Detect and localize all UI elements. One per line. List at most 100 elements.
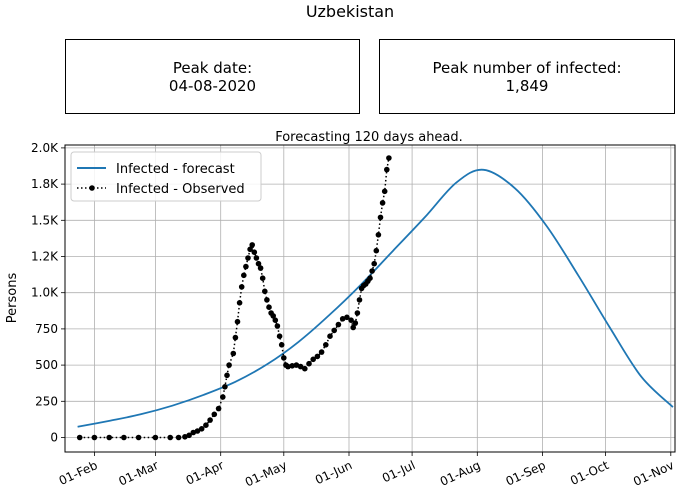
- observed-point: [323, 342, 329, 348]
- observed-point: [352, 320, 359, 326]
- observed-point: [384, 166, 390, 173]
- observed-point: [348, 317, 354, 324]
- observed-point: [236, 300, 243, 306]
- observed-point: [386, 155, 392, 161]
- observed-point: [369, 268, 375, 274]
- observed-point: [241, 272, 247, 279]
- observed-point: [379, 200, 386, 206]
- observed-point: [371, 260, 378, 267]
- observed-point: [211, 411, 218, 418]
- observed-point: [281, 355, 287, 361]
- x-tick-label: 01-Apr: [184, 458, 226, 488]
- legend-label-forecast: Infected - forecast: [116, 162, 235, 177]
- observed-point: [215, 405, 222, 412]
- observed-point: [356, 297, 363, 303]
- y-tick-label: 1.8K: [31, 177, 59, 191]
- observed-point: [175, 434, 182, 441]
- peak-date-value: 04-08-2020: [168, 76, 257, 95]
- observed-point: [91, 434, 98, 441]
- observed-point: [335, 321, 342, 328]
- observed-point: [327, 333, 333, 340]
- plot-area-frame: [64, 144, 676, 453]
- peak-infected-card: Peak number of infected: 1,849: [379, 39, 675, 114]
- x-tick-label: 01-Sep: [504, 458, 548, 489]
- observed-point: [272, 317, 279, 324]
- observed-point: [190, 429, 197, 436]
- observed-point: [302, 365, 308, 372]
- observed-point: [266, 304, 272, 311]
- observed-point: [152, 434, 159, 441]
- observed-point: [270, 313, 277, 319]
- observed-point: [257, 265, 264, 271]
- observed-point: [232, 334, 239, 341]
- y-tick-label: 500: [35, 358, 58, 372]
- observed-point: [135, 434, 142, 441]
- observed-point: [293, 362, 300, 368]
- y-axis: 0 250 500 750 1.0K 1.2K 1.5K 1.8K 2.0K: [31, 141, 65, 445]
- chart-title: Forecasting 120 days ahead.: [275, 130, 463, 145]
- observed-point: [367, 275, 373, 282]
- y-tick-label: 750: [35, 322, 58, 336]
- observed-point: [278, 342, 285, 348]
- observed-point: [249, 242, 255, 248]
- observed-point: [255, 260, 262, 267]
- peak-date-label: Peak date:: [172, 58, 253, 77]
- observed-point: [350, 324, 357, 331]
- observed-point: [289, 363, 296, 369]
- legend: Infected - forecast Infected - Observed: [70, 151, 262, 202]
- observed-point: [106, 434, 112, 441]
- y-tick-label: 250: [35, 394, 58, 408]
- observed-point: [259, 275, 266, 282]
- observed-point: [76, 434, 83, 441]
- observed-point: [182, 434, 188, 440]
- observed-point: [251, 249, 258, 255]
- observed-point: [373, 247, 380, 254]
- observed-point: [234, 318, 241, 325]
- observed-point: [377, 214, 384, 221]
- observed-point: [222, 384, 228, 390]
- y-axis-label: Persons: [5, 273, 20, 324]
- observed-point: [121, 434, 127, 441]
- observed-point: [167, 434, 173, 441]
- observed-point: [264, 297, 270, 303]
- observed-point: [344, 314, 350, 321]
- observed-point: [331, 327, 338, 334]
- legend-frame: [70, 151, 262, 202]
- observed-point: [238, 284, 245, 290]
- observed-point: [194, 428, 201, 434]
- observed-point: [207, 417, 213, 423]
- observed-point: [230, 350, 237, 357]
- y-tick-label: 0: [50, 431, 58, 445]
- peak-date-card: Peak date: 04-08-2020: [65, 39, 360, 114]
- x-tick-label: 01-Nov: [631, 458, 676, 489]
- x-tick-label: 01-May: [243, 458, 289, 489]
- x-tick-label: 01-Feb: [57, 458, 100, 488]
- observed-point: [226, 362, 232, 368]
- observed-point: [247, 246, 253, 253]
- observed-point: [276, 333, 283, 340]
- x-tick-label: 01-Aug: [438, 458, 483, 489]
- x-tick-label: 01-Jul: [380, 458, 417, 485]
- x-tick-label: 01-Jun: [313, 458, 354, 487]
- observed-point: [381, 188, 388, 195]
- observed-point: [354, 310, 361, 316]
- observed-point: [339, 316, 346, 322]
- observed-point: [253, 255, 260, 261]
- peak-infected-label: Peak number of infected:: [432, 58, 622, 77]
- peak-infected-value: 1,849: [505, 76, 549, 95]
- legend-marker-observed: [89, 185, 95, 191]
- observed-point: [314, 353, 321, 360]
- observed-point: [243, 263, 249, 270]
- observed-point: [274, 323, 281, 329]
- observed-point: [203, 422, 209, 429]
- observed-point: [297, 363, 304, 370]
- observed-point: [318, 349, 325, 355]
- observed-point: [310, 356, 317, 363]
- observed-point: [198, 426, 205, 432]
- observed-point: [245, 255, 251, 261]
- x-tick-label: 01-Mar: [116, 458, 160, 489]
- legend-label-observed: Infected - Observed: [116, 182, 245, 197]
- page-title: Uzbekistan: [305, 2, 395, 21]
- observed-point: [186, 432, 192, 439]
